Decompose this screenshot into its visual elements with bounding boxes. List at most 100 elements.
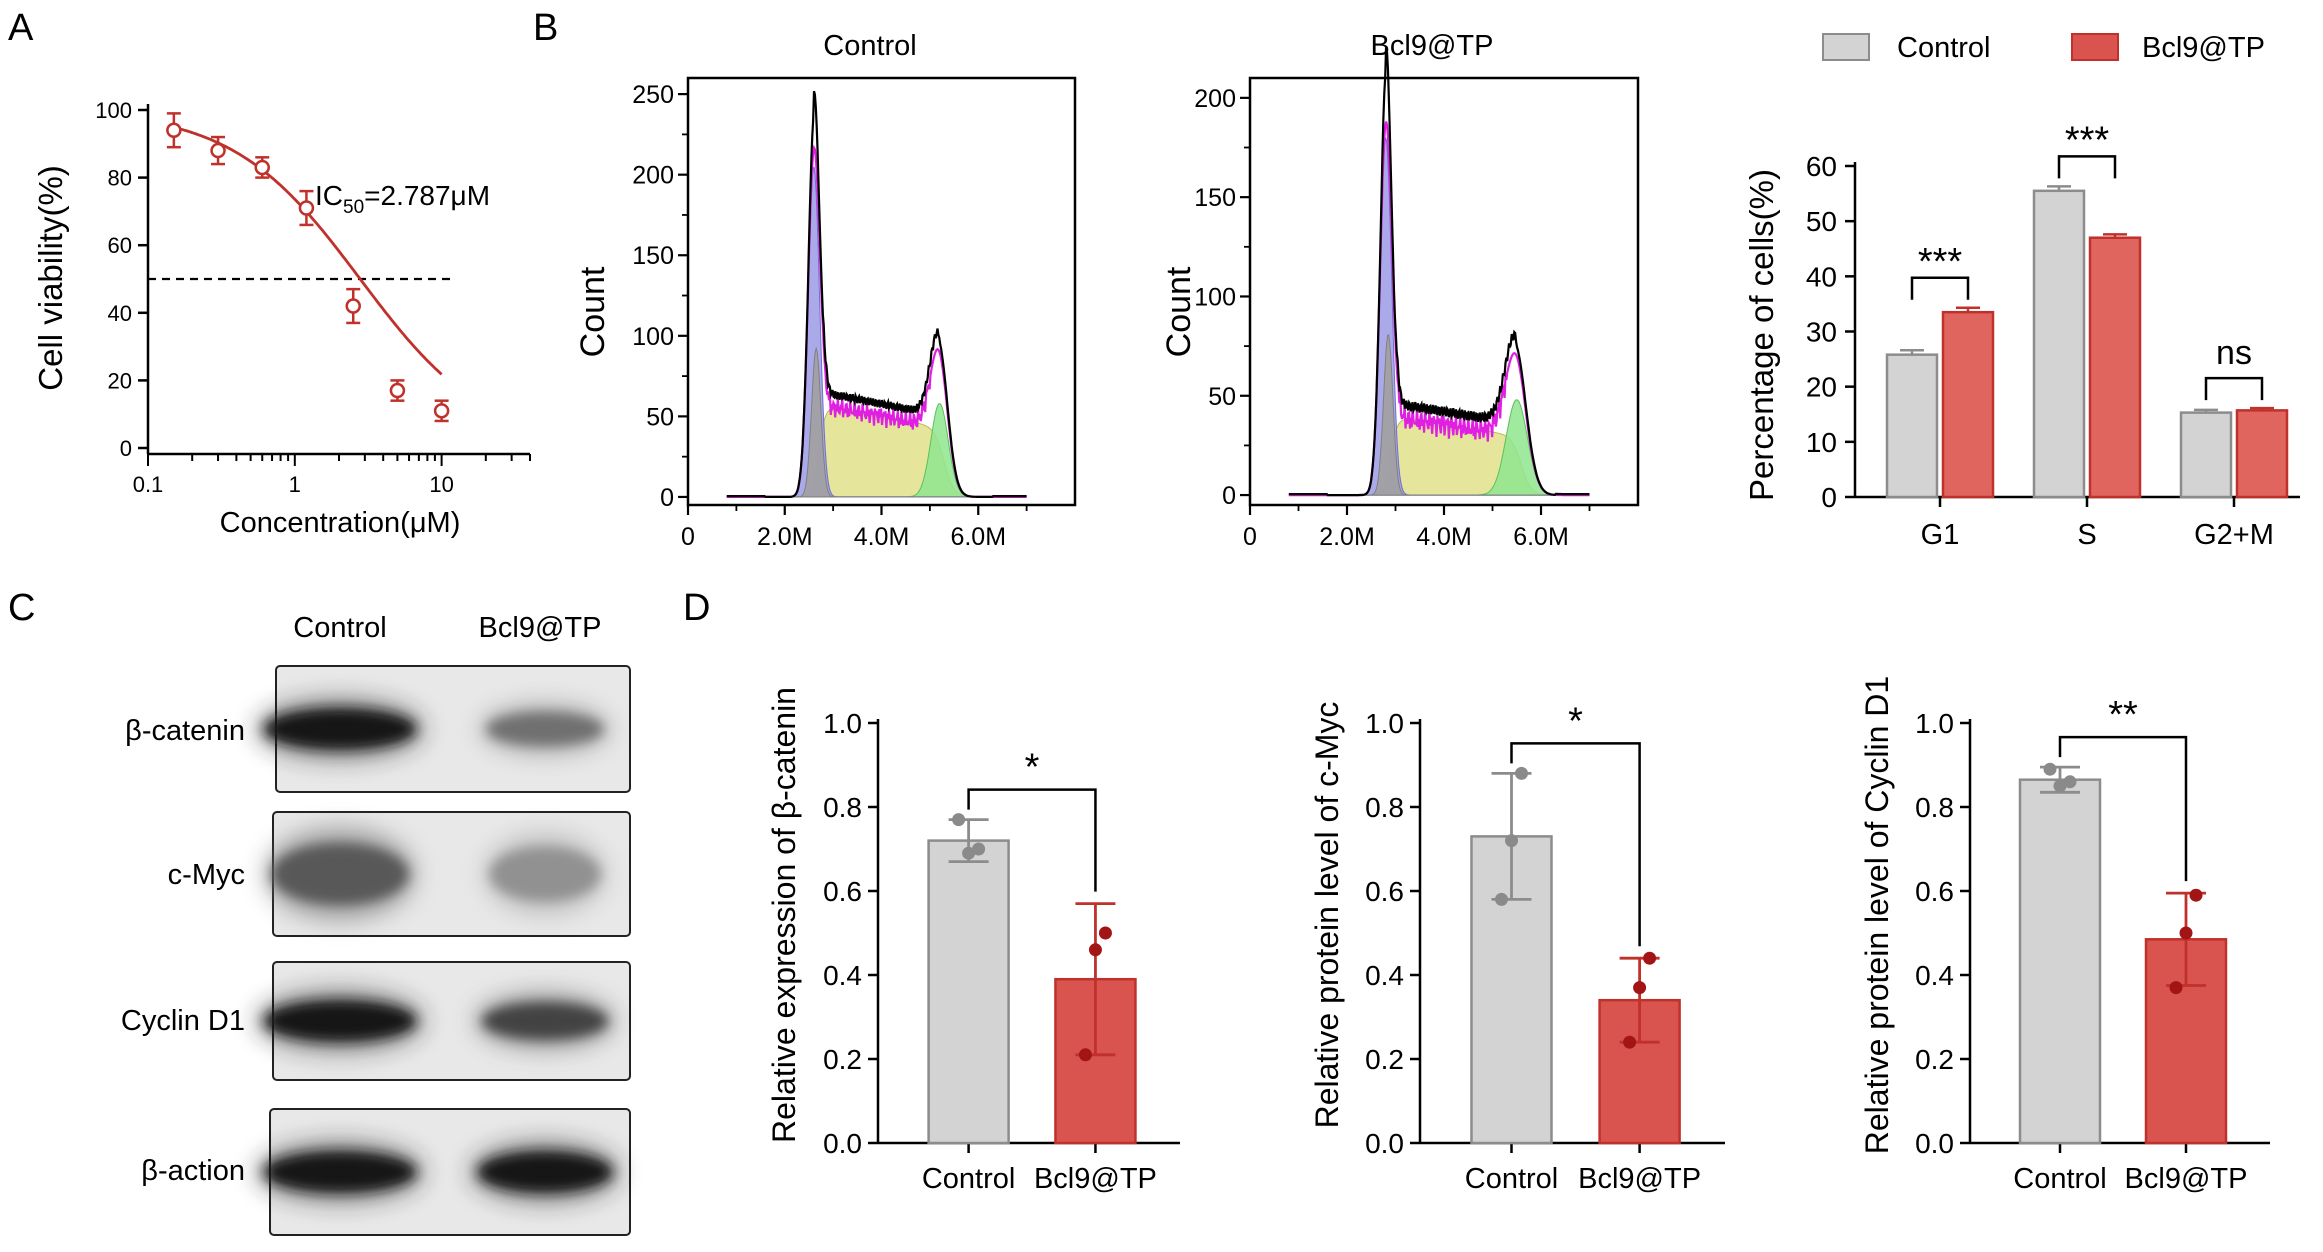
histogram-y-tick-label: 50 xyxy=(1208,383,1236,411)
chart-d-y-tick-label: 0.0 xyxy=(1365,1128,1404,1159)
blot-column-control: Control xyxy=(293,612,387,644)
chart-a-y-tick-label: 80 xyxy=(108,166,132,191)
bar-data-point xyxy=(2169,981,2183,995)
chart-d-y-tick-label: 0.2 xyxy=(823,1044,862,1075)
legend-label-control: Control xyxy=(1897,32,1991,64)
chart-d-y-tick-label: 0.8 xyxy=(1365,792,1404,823)
histogram-x-tick-label: 4.0M xyxy=(854,523,910,551)
blot-band-control xyxy=(264,1152,416,1192)
chart-a-data-point xyxy=(166,122,182,139)
significance-label: *** xyxy=(2065,119,2110,161)
chart-d-y-tick-label: 0.4 xyxy=(823,960,862,991)
bar-treated xyxy=(1941,310,1995,499)
chart-a-x-axis-label: Concentration(μM) xyxy=(220,507,461,539)
chart-d-cyclin-d1: Relative protein level of Cyclin D1 0.0 0… xyxy=(1859,676,2270,1195)
blot-band-treated xyxy=(486,712,604,746)
chart-b-treated-y-axis-label: Count xyxy=(1160,266,1198,357)
panel-label-b: B xyxy=(533,7,558,49)
significance-bracket xyxy=(1910,276,1970,300)
chart-d-y-tick-label: 0.8 xyxy=(1915,792,1954,823)
chart-a-data-point xyxy=(254,159,270,176)
histogram-y-tick-label: 50 xyxy=(646,403,674,431)
histogram-data-curve xyxy=(1288,45,1590,497)
histogram-y-tick-label: 200 xyxy=(1194,85,1236,113)
histogram-y-tick-label: 100 xyxy=(632,323,674,351)
chart-a-y-tick-label: 40 xyxy=(108,301,132,326)
chart-d-y-tick-label: 1.0 xyxy=(1365,708,1404,739)
chart-d-beta-catenin: Relative expression of β-catenin 0.0 0.2 0… xyxy=(766,687,1180,1195)
significance-label: * xyxy=(1568,700,1583,742)
chart-d1-y-axis-label: Relative expression of β-catenin xyxy=(766,687,802,1143)
significance-label: ** xyxy=(2108,694,2138,736)
bar-data-point xyxy=(1515,766,1528,780)
histogram-x-tick-label: 2.0M xyxy=(757,523,813,551)
histogram-x-tick-label: 4.0M xyxy=(1416,523,1472,551)
blot-band-treated xyxy=(482,1002,608,1040)
chart-a-y-tick-label: 0 xyxy=(120,436,132,461)
significance-label: ns xyxy=(2216,334,2252,372)
chart-d-c-myc: Relative protein level of c-Myc 0.0 0.2 0.… xyxy=(1309,700,1725,1195)
legend-swatch-control xyxy=(1822,33,1870,61)
chart-b3-y-tick-label: 50 xyxy=(1806,206,1837,237)
chart-d-y-tick-label: 1.0 xyxy=(1915,708,1954,739)
chart-b3-y-tick-label: 20 xyxy=(1806,372,1837,403)
chart-b-control-histogram: Control Count 0 50 100 150 200 250 0 2.0M 4.0M 6.… xyxy=(574,30,1077,551)
chart-a-data-point xyxy=(210,142,226,159)
significance-bracket xyxy=(2058,735,2188,882)
significance-bracket xyxy=(2204,376,2264,401)
chart-d-x-tick-label: Control xyxy=(922,1163,1016,1195)
chart-b3-y-tick-label: 30 xyxy=(1806,317,1837,348)
chart-d-y-tick-label: 0.4 xyxy=(1365,960,1404,991)
bar-data-point xyxy=(2063,775,2077,789)
chart-b-treated-histogram: Bcl9@TP Count 0 50 100 150 200 0 2.0M 4.0M 6.0M xyxy=(1160,30,1640,551)
chart-b3-y-axis-label: Percentage of cells(%) xyxy=(1743,169,1780,501)
histogram-y-tick-label: 200 xyxy=(632,162,674,190)
bar-control xyxy=(927,839,1010,1145)
chart-d-x-tick-label: Control xyxy=(2013,1163,2107,1195)
chart-a-y-axis-label: Cell viability(%) xyxy=(32,165,69,391)
legend-label-treated: Bcl9@TP xyxy=(2142,32,2265,64)
histogram-x-tick-label: 6.0M xyxy=(1513,523,1569,551)
significance-bracket xyxy=(1510,742,1641,947)
chart-b3-y-tick-label: 40 xyxy=(1806,261,1837,292)
bar-data-point xyxy=(2043,762,2057,776)
bar-data-point xyxy=(972,842,986,856)
blot-row-label: c-Myc xyxy=(168,859,245,891)
chart-d-x-tick-label: Bcl9@TP xyxy=(1034,1163,1157,1195)
chart-d-y-tick-label: 0.6 xyxy=(1915,876,1954,907)
blot-column-treated: Bcl9@TP xyxy=(479,612,602,644)
chart-d-y-tick-label: 0.6 xyxy=(823,876,862,907)
bar-data-point xyxy=(1643,951,1657,965)
histogram-y-tick-label: 0 xyxy=(1222,482,1236,510)
chart-b3-x-tick-label: G2+M xyxy=(2194,519,2274,551)
histogram-data-curve xyxy=(726,90,1027,498)
chart-a-data-point xyxy=(433,403,450,419)
chart-a-x-tick-label: 10 xyxy=(429,472,453,497)
bar-control xyxy=(2032,189,2086,499)
significance-label: * xyxy=(1025,747,1040,789)
chart-d-y-tick-label: 0.6 xyxy=(1365,876,1404,907)
histogram-x-tick-label: 6.0M xyxy=(950,523,1006,551)
significance-bracket xyxy=(967,788,1097,892)
chart-b-control-title: Control xyxy=(823,30,917,62)
blot-band-control xyxy=(264,1001,416,1041)
chart-a-y-tick-label: 20 xyxy=(108,368,132,393)
panel-label-d: D xyxy=(683,587,710,629)
chart-d-y-tick-label: 1.0 xyxy=(823,708,862,739)
bar-treated xyxy=(2088,236,2142,499)
chart-a-ic50-annotation: IC50=2.787μM xyxy=(315,180,490,218)
bar-data-point xyxy=(952,813,966,827)
bar-data-point xyxy=(1505,834,1518,848)
bar-data-point xyxy=(2053,779,2067,793)
histogram-s-phase-area xyxy=(755,407,998,498)
chart-d-y-tick-label: 0.0 xyxy=(1915,1128,1954,1159)
chart-d-x-tick-label: Control xyxy=(1465,1163,1559,1195)
histogram-y-tick-label: 100 xyxy=(1194,283,1236,311)
bar-data-point xyxy=(962,846,976,860)
chart-a-data-point xyxy=(345,298,361,314)
bar-data-point xyxy=(1633,981,1647,995)
chart-a-y-tick-label: 60 xyxy=(108,233,132,258)
chart-d-y-tick-label: 0.4 xyxy=(1915,960,1954,991)
chart-d-x-tick-label: Bcl9@TP xyxy=(2125,1163,2248,1195)
